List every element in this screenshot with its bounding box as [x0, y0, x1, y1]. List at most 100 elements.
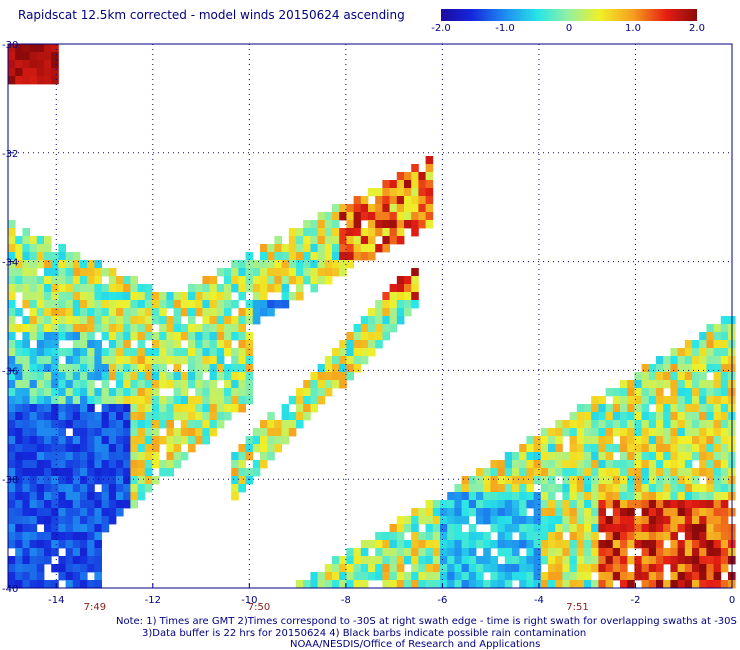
heatmap-cell: [339, 236, 347, 245]
heatmap-cell: [51, 500, 59, 509]
heatmap-cell: [375, 244, 383, 253]
heatmap-cell: [51, 60, 59, 69]
heatmap-cell: [72, 428, 81, 437]
heatmap-cell: [620, 492, 628, 501]
heatmap-cell: [22, 76, 30, 85]
heatmap-cell: [72, 564, 81, 573]
heatmap-cell: [418, 212, 426, 221]
heatmap-cell: [620, 412, 628, 421]
heatmap-cell: [317, 276, 326, 285]
heatmap-cell: [123, 356, 131, 365]
heatmap-cell: [296, 236, 304, 245]
heatmap-cell: [36, 572, 45, 581]
heatmap-cell: [382, 196, 390, 205]
heatmap-cell: [569, 516, 578, 525]
heatmap-cell: [504, 476, 513, 485]
heatmap-cell: [375, 332, 383, 341]
heatmap-cell: [51, 380, 59, 389]
heatmap-cell: [288, 268, 297, 277]
note-line-1: Note: 1) Times are GMT 2)Times correspon…: [116, 616, 737, 627]
pass-time-labels: 7:49 7:50 7:51: [84, 602, 589, 613]
heatmap-cell: [180, 332, 189, 341]
heatmap-cell: [188, 420, 196, 429]
heatmap-cell: [51, 76, 59, 85]
heatmap-cell: [360, 196, 369, 205]
heatmap-cell: [461, 508, 470, 517]
heatmap-cell: [713, 348, 722, 357]
heatmap-cell: [80, 508, 88, 517]
heatmap-cell: [310, 252, 318, 261]
heatmap-cell: [490, 484, 498, 493]
heatmap-cell: [58, 420, 66, 429]
heatmap-cell: [706, 396, 714, 405]
heatmap-cell: [332, 348, 340, 357]
heatmap-cell: [548, 516, 556, 525]
heatmap-cell: [339, 244, 347, 253]
heatmap-cell: [699, 364, 707, 373]
heatmap-cell: [598, 444, 606, 453]
heatmap-cell: [180, 300, 189, 309]
heatmap-cell: [65, 564, 74, 573]
heatmap-cell: [540, 580, 549, 589]
heatmap-cell: [116, 364, 124, 373]
heatmap-cell: [641, 380, 650, 389]
heatmap-cell: [15, 356, 23, 365]
heatmap-cell: [540, 436, 549, 445]
heatmap-cell: [36, 412, 45, 421]
heatmap-cell: [706, 540, 714, 549]
heatmap-cell: [324, 260, 333, 269]
heatmap-cell: [15, 60, 23, 69]
heatmap-cell: [569, 532, 578, 541]
heatmap-cell: [36, 532, 45, 541]
heatmap-cell: [44, 284, 52, 293]
heatmap-cell: [389, 292, 398, 301]
heatmap-cell: [648, 492, 657, 501]
heatmap-cell: [591, 476, 599, 485]
heatmap-cell: [548, 444, 556, 453]
heatmap-cell: [663, 412, 671, 421]
heatmap-cell: [173, 332, 182, 341]
heatmap-cell: [108, 476, 117, 485]
heatmap-cell: [656, 524, 664, 533]
heatmap-cell: [15, 276, 23, 285]
heatmap-cell: [216, 332, 225, 341]
heatmap-cell: [94, 524, 102, 533]
heatmap-cell: [51, 44, 59, 53]
heatmap-cell: [80, 372, 88, 381]
heatmap-cell: [440, 508, 448, 517]
heatmap-cell: [353, 220, 362, 229]
heatmap-cell: [72, 540, 81, 549]
heatmap-cell: [411, 572, 419, 581]
heatmap-cell: [576, 412, 585, 421]
heatmap-cell: [540, 452, 549, 461]
heatmap-cell: [173, 324, 182, 333]
heatmap-cell: [116, 452, 124, 461]
heatmap-cell: [699, 372, 707, 381]
heatmap-cell: [144, 396, 153, 405]
heatmap-cell: [209, 348, 218, 357]
heatmap-cell: [281, 300, 290, 309]
heatmap-cell: [720, 380, 729, 389]
heatmap-cell: [166, 412, 174, 421]
heatmap-cell: [576, 572, 585, 581]
heatmap-cell: [713, 380, 722, 389]
heatmap-cell: [720, 484, 729, 493]
heatmap-cell: [634, 564, 642, 573]
heatmap-cell: [101, 332, 110, 341]
heatmap-cell: [101, 460, 110, 469]
heatmap-cell: [80, 364, 88, 373]
heatmap-cell: [123, 316, 131, 325]
heatmap-cell: [216, 324, 225, 333]
heatmap-cell: [137, 356, 146, 365]
heatmap-cell: [584, 572, 592, 581]
heatmap-cell: [80, 276, 88, 285]
heatmap-cell: [108, 348, 117, 357]
heatmap-cell: [245, 396, 254, 405]
heatmap-cell: [699, 388, 707, 397]
heatmap-cell: [317, 572, 326, 581]
heatmap-cell: [195, 284, 203, 293]
heatmap-cell: [620, 508, 628, 517]
heatmap-cell: [555, 564, 563, 573]
heatmap-cell: [8, 356, 16, 365]
heatmap-cell: [382, 324, 390, 333]
